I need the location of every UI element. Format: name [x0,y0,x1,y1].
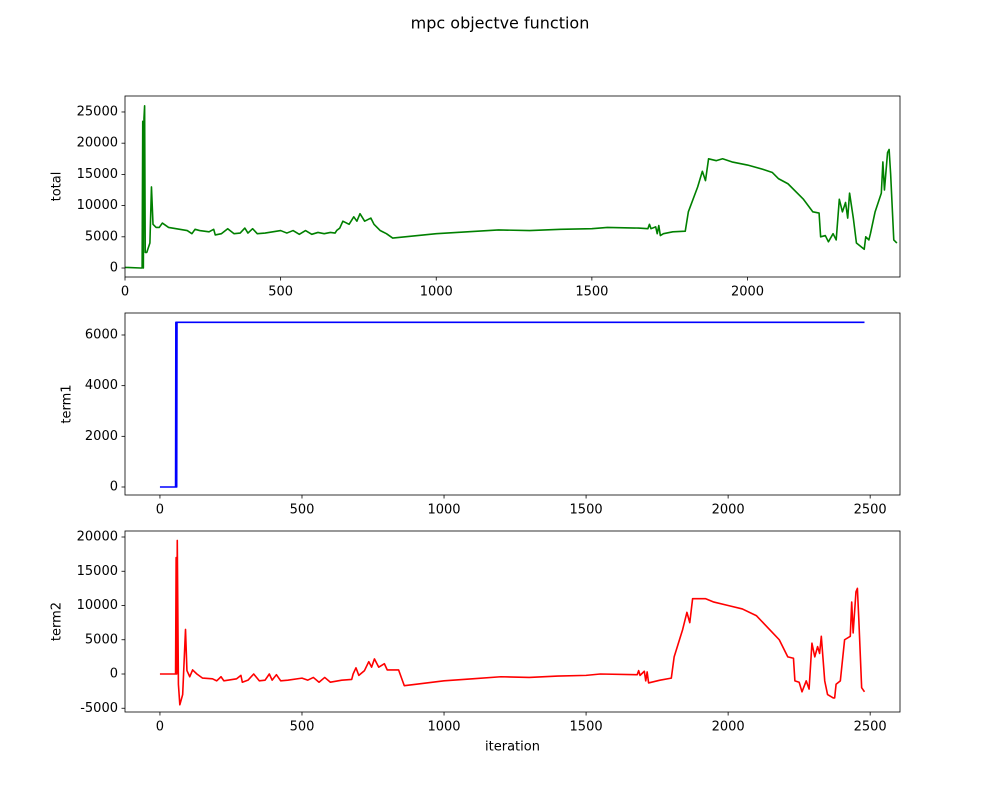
y-tick-label: -5000 [80,701,118,716]
data-line [159,321,865,488]
x-tick-label: 1500 [570,503,603,518]
figure-title: mpc objectve function [411,14,590,33]
x-tick-label: 2500 [854,720,887,735]
y-tick-label: 25000 [77,104,118,119]
x-tick-label: 0 [156,503,164,518]
x-tick-label: 1500 [570,720,603,735]
y-tick-label: 20000 [77,136,118,151]
axes-frame [124,312,901,496]
y-tick-label: 0 [110,667,118,682]
axes-frame [124,95,901,278]
y-tick-label: 4000 [85,378,118,393]
y-tick-label: 20000 [77,530,118,545]
x-tick-label: 2000 [731,285,764,300]
y-tick-label: 5000 [85,632,118,647]
y-tick-label: 2000 [85,429,118,444]
y-tick-label: 0 [110,261,118,276]
x-tick-label: 2000 [712,720,745,735]
y-tick-label: 6000 [85,327,118,342]
x-tick-label: 1000 [427,720,460,735]
y-tick-label: 10000 [77,198,118,213]
x-tick-label: 2000 [712,503,745,518]
x-tick-label: 500 [290,503,315,518]
x-tick-label: 0 [156,720,164,735]
data-line [124,104,898,269]
y-axis-label: term1 [60,384,75,423]
x-tick-label: 0 [121,285,129,300]
x-tick-label: 500 [290,720,315,735]
y-axis-label: total [50,172,65,202]
axes-frame [124,530,901,713]
x-tick-label: 2500 [854,503,887,518]
y-tick-label: 5000 [85,229,118,244]
x-tick-label: 500 [268,285,293,300]
x-tick-label: 1000 [427,503,460,518]
y-axis-label: term2 [50,602,65,641]
data-line [159,539,866,706]
y-tick-label: 15000 [77,564,118,579]
x-tick-label: 1000 [420,285,453,300]
y-tick-label: 15000 [77,167,118,182]
x-tick-label: 1500 [575,285,608,300]
y-tick-label: 0 [110,479,118,494]
x-axis-label: iteration [485,740,540,755]
y-tick-label: 10000 [77,598,118,613]
